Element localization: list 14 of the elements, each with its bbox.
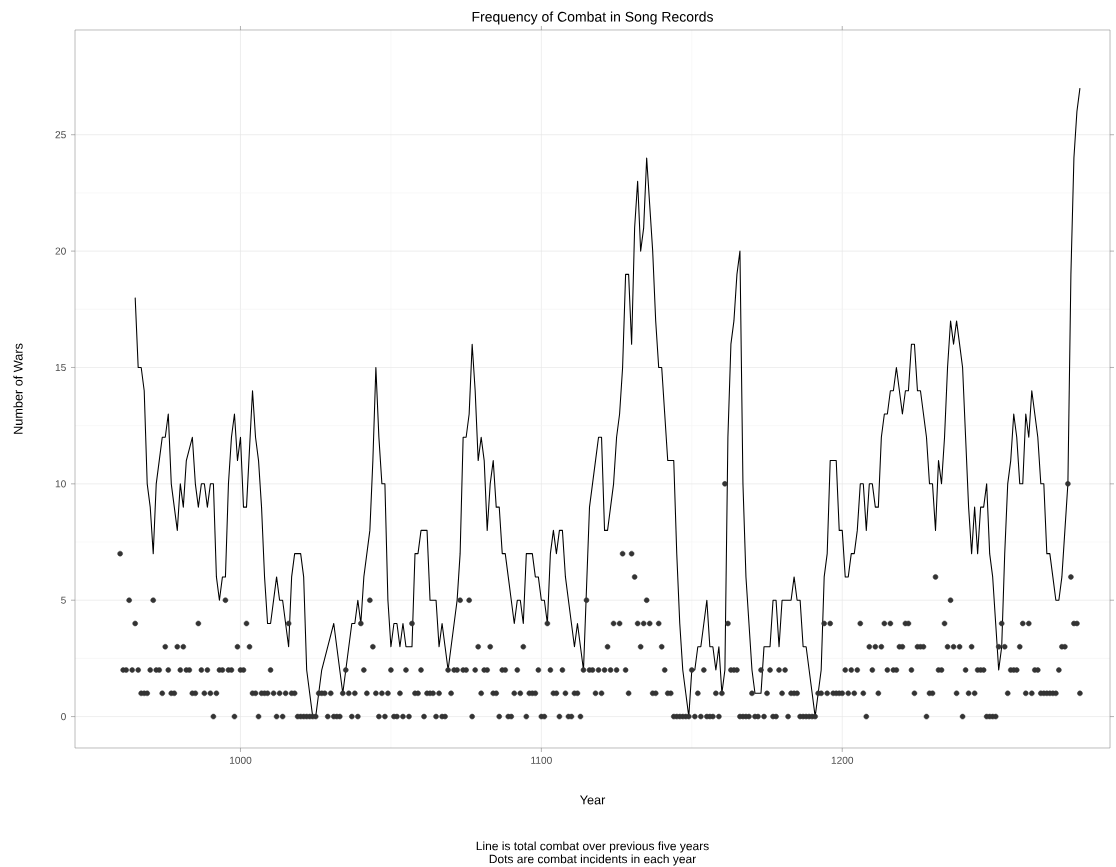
x-tick-label: 1000: [229, 756, 252, 764]
y-tick-label: 10: [55, 480, 66, 488]
y-tick-label: 5: [61, 596, 66, 604]
y-tick-label: 20: [55, 247, 66, 255]
text: Line is total combat over previous five years: [476, 841, 709, 853]
x-tick-label: 1200: [831, 756, 854, 764]
x-tick-label: 1100: [531, 756, 552, 764]
y-tick-label: 25: [55, 131, 66, 139]
y-tick-label: 0: [61, 712, 66, 721]
x-axis-title: Year: [579, 795, 606, 805]
y-axis-title: Number of Wars: [13, 343, 23, 434]
chart-title: Frequency of Combat in Song Records: [472, 11, 713, 25]
y-tick-label: 15: [55, 363, 66, 372]
text: Dots are combat incidents in each year: [489, 854, 696, 866]
